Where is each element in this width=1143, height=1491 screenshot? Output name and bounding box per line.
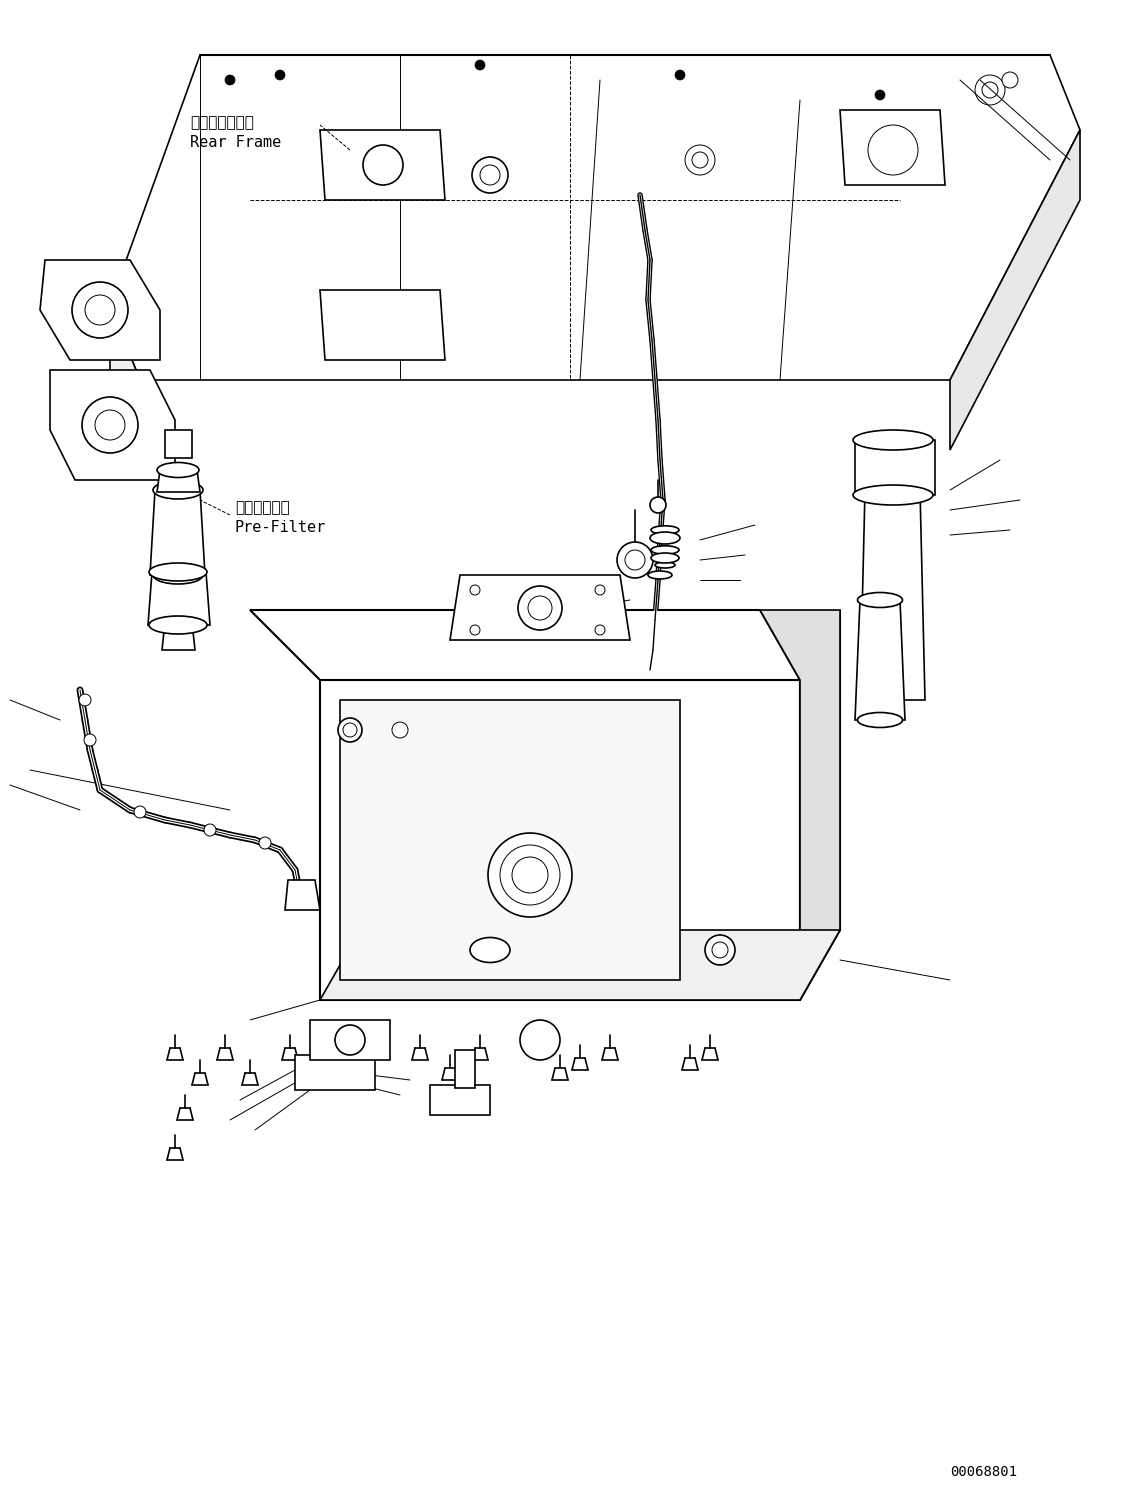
Polygon shape xyxy=(110,306,139,450)
Polygon shape xyxy=(110,55,1080,380)
Ellipse shape xyxy=(153,567,203,584)
Circle shape xyxy=(650,497,666,513)
Polygon shape xyxy=(320,130,445,200)
Ellipse shape xyxy=(857,713,903,728)
Circle shape xyxy=(343,723,357,737)
Circle shape xyxy=(982,82,998,98)
Text: リヤーフレーム: リヤーフレーム xyxy=(190,115,254,130)
Polygon shape xyxy=(840,110,945,185)
Polygon shape xyxy=(855,599,905,720)
Circle shape xyxy=(225,75,235,85)
Circle shape xyxy=(596,584,605,595)
Polygon shape xyxy=(320,930,840,1000)
Polygon shape xyxy=(295,1056,375,1090)
Circle shape xyxy=(82,397,138,453)
Ellipse shape xyxy=(853,429,933,450)
Polygon shape xyxy=(320,291,445,359)
Circle shape xyxy=(676,70,685,81)
Ellipse shape xyxy=(652,553,679,564)
Circle shape xyxy=(363,145,403,185)
Text: 00068801: 00068801 xyxy=(950,1466,1017,1479)
Text: Pre-Filter: Pre-Filter xyxy=(235,520,326,535)
Polygon shape xyxy=(40,259,160,359)
Ellipse shape xyxy=(648,571,672,579)
Circle shape xyxy=(475,60,485,70)
Polygon shape xyxy=(855,440,935,495)
Circle shape xyxy=(975,75,1005,104)
Ellipse shape xyxy=(853,485,933,505)
Polygon shape xyxy=(310,1020,390,1060)
Circle shape xyxy=(470,625,480,635)
Circle shape xyxy=(499,845,560,905)
Polygon shape xyxy=(760,610,840,1000)
Polygon shape xyxy=(147,573,210,625)
Polygon shape xyxy=(165,429,192,458)
Circle shape xyxy=(528,596,552,620)
Circle shape xyxy=(203,825,216,836)
Ellipse shape xyxy=(652,546,679,555)
Polygon shape xyxy=(250,610,800,680)
Polygon shape xyxy=(450,576,630,640)
Polygon shape xyxy=(339,699,680,980)
Circle shape xyxy=(85,295,115,325)
Circle shape xyxy=(625,550,645,570)
Ellipse shape xyxy=(157,462,199,477)
Circle shape xyxy=(596,625,605,635)
Polygon shape xyxy=(162,622,195,650)
Ellipse shape xyxy=(470,938,510,963)
Circle shape xyxy=(617,543,653,579)
Circle shape xyxy=(520,1020,560,1060)
Circle shape xyxy=(1002,72,1018,88)
Polygon shape xyxy=(320,680,800,1000)
Polygon shape xyxy=(800,610,840,1000)
Circle shape xyxy=(338,719,362,743)
Circle shape xyxy=(685,145,716,174)
Circle shape xyxy=(512,857,547,893)
Circle shape xyxy=(72,282,128,338)
Polygon shape xyxy=(50,370,175,480)
Ellipse shape xyxy=(655,562,676,568)
Ellipse shape xyxy=(652,526,679,534)
Ellipse shape xyxy=(149,616,207,634)
Polygon shape xyxy=(860,491,925,699)
Circle shape xyxy=(472,157,507,192)
Polygon shape xyxy=(150,491,205,576)
Text: プリフィルタ: プリフィルタ xyxy=(235,499,289,514)
Ellipse shape xyxy=(857,592,903,607)
Circle shape xyxy=(488,833,572,917)
Circle shape xyxy=(470,584,480,595)
Circle shape xyxy=(83,734,96,746)
Circle shape xyxy=(480,166,499,185)
Text: Rear Frame: Rear Frame xyxy=(190,136,281,151)
Polygon shape xyxy=(157,470,200,492)
Polygon shape xyxy=(950,130,1080,450)
Circle shape xyxy=(692,152,708,168)
Circle shape xyxy=(79,693,91,707)
Circle shape xyxy=(95,410,125,440)
Circle shape xyxy=(134,807,146,819)
Ellipse shape xyxy=(149,564,207,581)
Polygon shape xyxy=(430,1085,490,1115)
Circle shape xyxy=(518,586,562,631)
Circle shape xyxy=(275,70,285,81)
Circle shape xyxy=(712,942,728,959)
Circle shape xyxy=(392,722,408,738)
Circle shape xyxy=(876,89,885,100)
Polygon shape xyxy=(285,880,320,910)
Polygon shape xyxy=(455,1050,475,1088)
Circle shape xyxy=(868,125,918,174)
Circle shape xyxy=(705,935,735,965)
Ellipse shape xyxy=(650,532,680,544)
Circle shape xyxy=(335,1024,365,1056)
Ellipse shape xyxy=(153,482,203,499)
Circle shape xyxy=(259,836,271,848)
